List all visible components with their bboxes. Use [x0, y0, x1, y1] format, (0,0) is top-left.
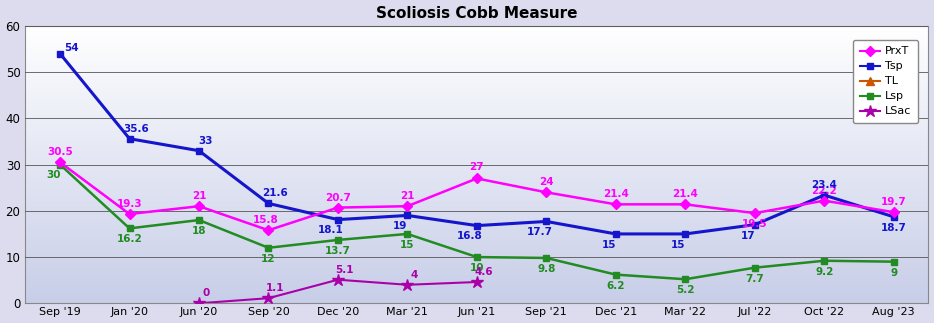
Text: 35.6: 35.6 [123, 124, 149, 134]
LSac [193, 301, 205, 305]
Text: 15: 15 [400, 240, 415, 250]
Text: 5.2: 5.2 [676, 285, 695, 295]
Lsp [541, 256, 552, 260]
Text: 24: 24 [539, 177, 554, 187]
LSac [472, 280, 483, 284]
Text: 1.1: 1.1 [266, 283, 285, 293]
Text: 27: 27 [470, 162, 484, 172]
Text: 19.5: 19.5 [742, 219, 768, 229]
Text: 19.3: 19.3 [117, 199, 142, 209]
Text: 21.6: 21.6 [262, 189, 289, 198]
PrxT [124, 212, 135, 216]
Text: 15: 15 [601, 240, 616, 250]
Text: 4.6: 4.6 [474, 267, 493, 277]
Lsp [680, 277, 691, 281]
Lsp [472, 255, 483, 259]
Text: 33: 33 [199, 136, 213, 146]
Text: 9.2: 9.2 [815, 266, 833, 276]
Text: 6.2: 6.2 [606, 280, 625, 290]
Line: Lsp: Lsp [57, 161, 898, 283]
Tsp [402, 214, 413, 217]
Title: Scoliosis Cobb Measure: Scoliosis Cobb Measure [376, 5, 577, 21]
PrxT [818, 199, 829, 203]
Tsp [680, 232, 691, 236]
Text: 30.5: 30.5 [47, 147, 73, 157]
Line: LSac: LSac [192, 274, 483, 309]
Text: 7.7: 7.7 [745, 274, 764, 284]
Lsp [818, 259, 829, 263]
LSac [333, 278, 344, 282]
Text: 22.2: 22.2 [812, 186, 837, 196]
Tsp [54, 52, 65, 56]
Tsp [541, 220, 552, 224]
Text: 17: 17 [741, 231, 755, 241]
Text: 18.7: 18.7 [881, 223, 907, 233]
Text: 13.7: 13.7 [325, 246, 351, 256]
PrxT [193, 204, 205, 208]
PrxT [610, 203, 621, 206]
PrxT [54, 160, 65, 164]
Text: 54: 54 [64, 43, 78, 53]
Text: 9.8: 9.8 [537, 264, 556, 274]
Text: 21.4: 21.4 [602, 189, 629, 199]
Text: 19.7: 19.7 [881, 197, 907, 207]
Lsp [402, 232, 413, 236]
Text: 18.1: 18.1 [318, 225, 344, 235]
Lsp [54, 163, 65, 167]
Lsp [749, 266, 760, 270]
Text: 15: 15 [672, 240, 686, 250]
Text: 20.7: 20.7 [325, 193, 351, 203]
Text: 12: 12 [262, 254, 276, 264]
Line: Tsp: Tsp [57, 50, 898, 237]
Text: 23.4: 23.4 [812, 180, 837, 190]
Tsp [472, 224, 483, 227]
Tsp [818, 193, 829, 197]
Tsp [333, 218, 344, 222]
Legend: PrxT, Tsp, TL, Lsp, LSac: PrxT, Tsp, TL, Lsp, LSac [853, 40, 918, 123]
Tsp [749, 223, 760, 227]
Text: 5.1: 5.1 [335, 265, 354, 275]
PrxT [262, 228, 274, 232]
Text: 10: 10 [470, 263, 484, 273]
PrxT [541, 190, 552, 194]
Tsp [124, 137, 135, 141]
LSac [262, 296, 274, 300]
Text: 4: 4 [411, 270, 418, 280]
Text: 19: 19 [393, 221, 407, 231]
Text: 30: 30 [46, 171, 61, 181]
Text: 16.2: 16.2 [117, 234, 142, 244]
Lsp [888, 260, 899, 264]
Lsp [333, 238, 344, 242]
Text: 17.7: 17.7 [527, 227, 552, 237]
Lsp [193, 218, 205, 222]
Text: 21.4: 21.4 [672, 189, 699, 199]
LSac [402, 283, 413, 287]
Text: 0: 0 [203, 288, 209, 298]
PrxT [680, 203, 691, 206]
Lsp [124, 226, 135, 230]
PrxT [749, 211, 760, 215]
Text: 15.8: 15.8 [253, 215, 278, 225]
Tsp [262, 202, 274, 205]
Text: 21: 21 [400, 191, 415, 201]
Text: 21: 21 [191, 191, 206, 201]
Tsp [193, 149, 205, 153]
PrxT [333, 206, 344, 210]
Lsp [262, 246, 274, 250]
Text: 16.8: 16.8 [457, 232, 483, 242]
Tsp [888, 215, 899, 219]
Lsp [610, 273, 621, 276]
Line: PrxT: PrxT [57, 159, 898, 234]
Text: 18: 18 [191, 226, 206, 236]
PrxT [472, 176, 483, 180]
Tsp [610, 232, 621, 236]
Text: 9: 9 [890, 267, 898, 277]
PrxT [888, 210, 899, 214]
PrxT [402, 204, 413, 208]
